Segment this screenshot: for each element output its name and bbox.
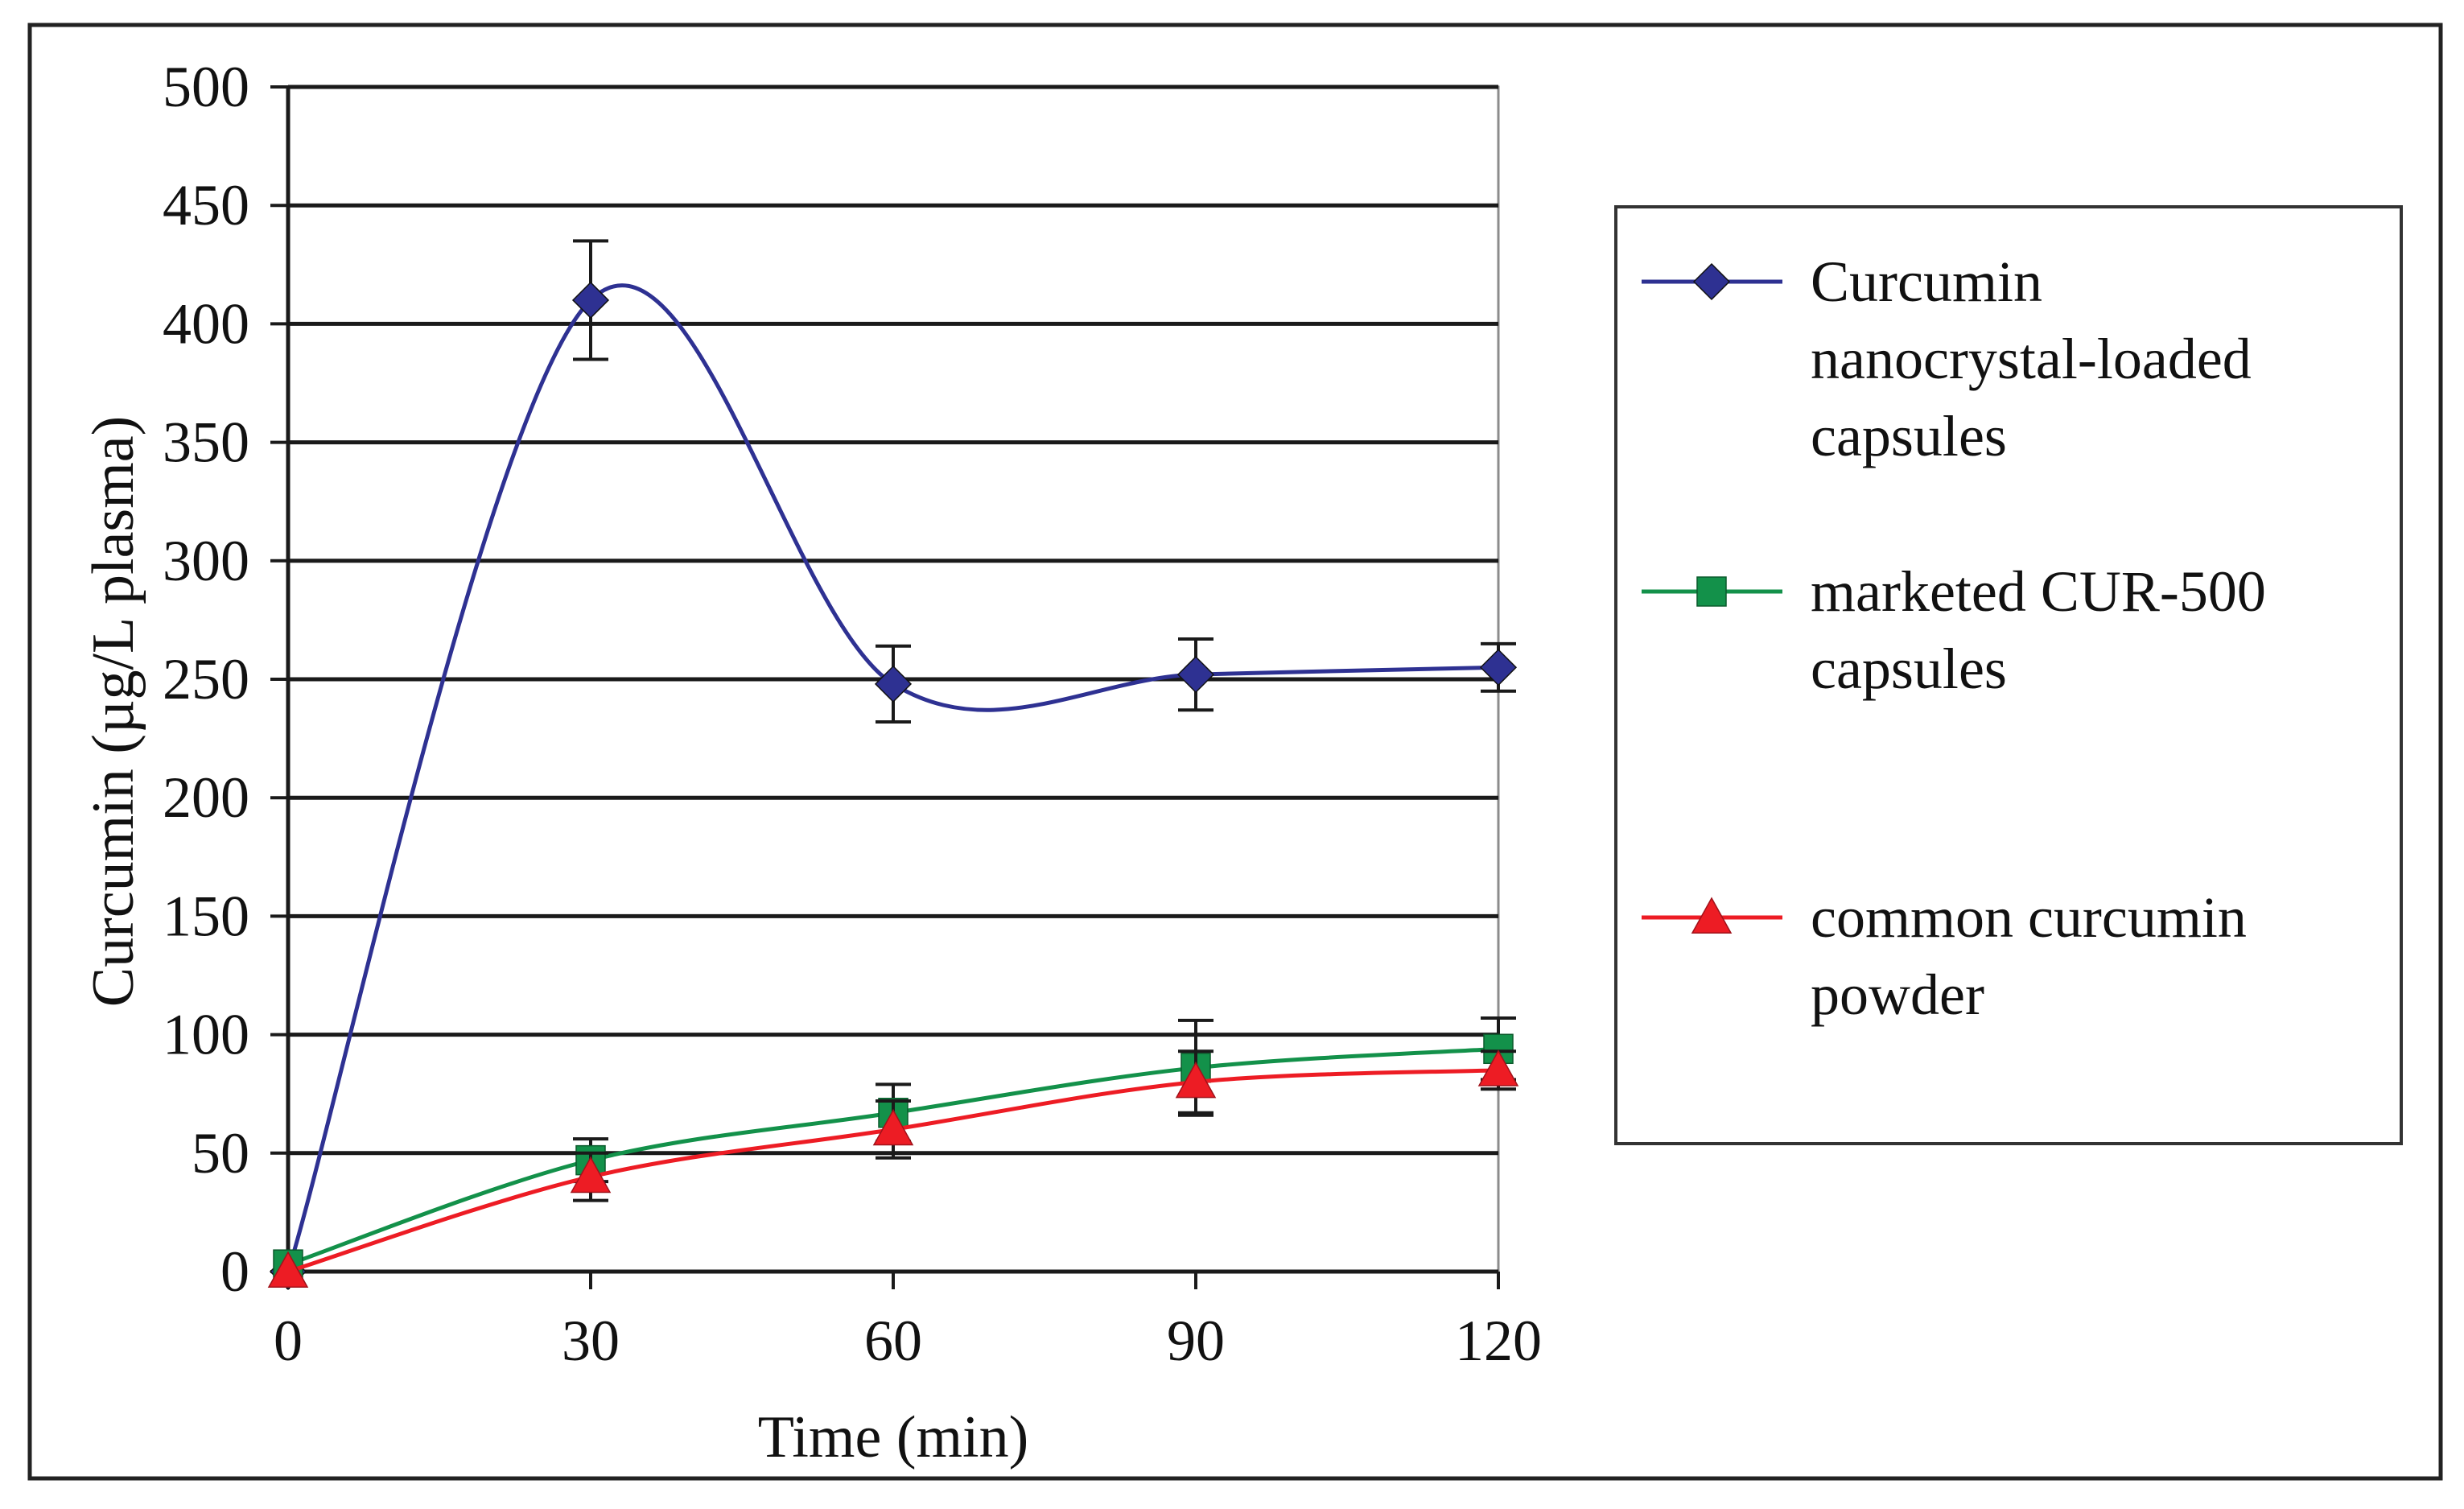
legend-label: capsules bbox=[1811, 637, 2007, 701]
data-point bbox=[1176, 656, 1215, 694]
y-tick-label: 500 bbox=[163, 55, 249, 119]
series-layer bbox=[267, 239, 1519, 1291]
legend-swatch-marker bbox=[1692, 262, 1731, 301]
x-tick-label: 60 bbox=[864, 1309, 922, 1373]
x-tick-label: 0 bbox=[274, 1309, 303, 1373]
y-tick-label: 150 bbox=[163, 884, 249, 948]
x-tick-label: 120 bbox=[1455, 1309, 1542, 1373]
y-axis-title: Curcumin (µg/L plasma) bbox=[80, 416, 146, 1008]
y-tick-label: 100 bbox=[163, 1003, 249, 1067]
legend-label: capsules bbox=[1811, 404, 2007, 468]
y-tick-label: 250 bbox=[163, 647, 249, 711]
legend-label: powder bbox=[1811, 963, 1984, 1027]
legend-swatch-marker bbox=[1691, 897, 1733, 934]
x-axis-title: Time (min) bbox=[758, 1404, 1028, 1470]
y-tick-label: 0 bbox=[220, 1239, 249, 1304]
legend-entry-3: common curcumin powder bbox=[1642, 885, 2247, 1027]
y-tick-label: 50 bbox=[192, 1121, 249, 1185]
data-point bbox=[872, 1108, 914, 1146]
data-point bbox=[267, 1251, 309, 1288]
legend-label: Curcumin bbox=[1811, 249, 2042, 314]
legend: Curcuminnanocrystal-loadedcapsulesmarket… bbox=[1614, 205, 2403, 1145]
series-line bbox=[286, 283, 1499, 1272]
data-point bbox=[571, 281, 610, 320]
data-point bbox=[1175, 1061, 1217, 1099]
legend-swatch-marker bbox=[1696, 576, 1727, 607]
legend-label: marketed CUR-500 bbox=[1811, 559, 2266, 624]
y-tick-label: 350 bbox=[163, 410, 249, 475]
y-tick-label: 300 bbox=[163, 529, 249, 593]
legend-label: common curcumin bbox=[1811, 885, 2247, 950]
y-tick-label: 200 bbox=[163, 765, 249, 830]
y-tick-label: 400 bbox=[163, 291, 249, 356]
legend-entry-2: marketed CUR-500 capsules bbox=[1642, 559, 2266, 701]
legend-entry-1: Curcumin nanocrystal-loaded capsules bbox=[1642, 249, 2252, 468]
data-point bbox=[1479, 649, 1518, 686]
series-3 bbox=[267, 1049, 1519, 1288]
axes: 0 50 100 150 200 250 300 350 400 450 500 0 30 60 90 120… bbox=[80, 55, 1542, 1470]
data-point bbox=[570, 1156, 612, 1194]
x-tick-label: 30 bbox=[562, 1309, 620, 1373]
data-point bbox=[1477, 1049, 1519, 1086]
y-tick-label: 450 bbox=[163, 173, 249, 237]
legend-box bbox=[1614, 205, 2403, 1145]
x-tick-label: 90 bbox=[1167, 1309, 1225, 1373]
legend-label: nanocrystal-loaded bbox=[1811, 327, 2252, 391]
data-point bbox=[874, 665, 913, 703]
